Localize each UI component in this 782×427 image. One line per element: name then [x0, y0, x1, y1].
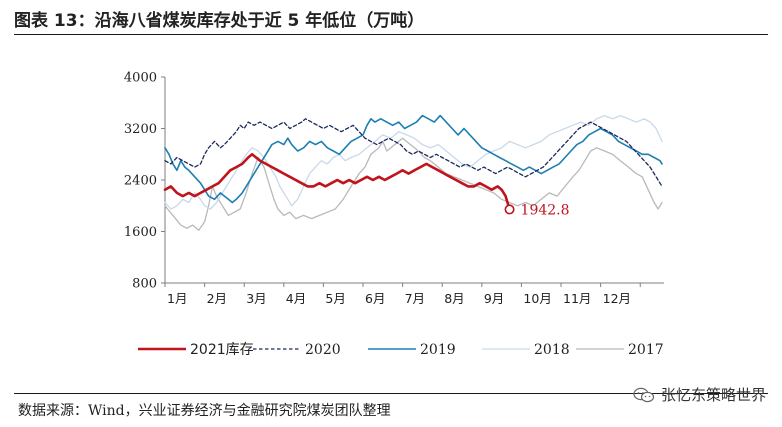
series-line-2018 [164, 114, 663, 210]
x-tick-label: 10月 [523, 291, 551, 306]
last-value-label: 1942.8 [521, 202, 570, 218]
y-tick-label: 1600 [124, 225, 157, 240]
series-line-2019 [164, 114, 663, 204]
x-tick-label: 8月 [444, 291, 464, 306]
legend-label-2021库存: 2021库存 [190, 342, 254, 358]
watermark: 张忆东策略世界 [633, 384, 766, 405]
x-tick-label: 11月 [563, 291, 591, 306]
series-line-2021库存 [163, 153, 511, 211]
x-tick-label: 4月 [286, 291, 306, 306]
chart-annotations: 1942.8 [504, 202, 570, 218]
legend-label-2017: 2017 [628, 342, 664, 358]
chart-axes: 800 1600 2400 3200 4000 1月 2月 3月 4月 5月 6月 7月 8月 9月 10月… [124, 71, 664, 306]
y-tick-label: 4000 [124, 71, 157, 86]
source-note: 数据来源：Wind，兴业证券经济与金融研究院煤炭团队整理 [18, 403, 391, 419]
series-line-2017 [164, 137, 663, 231]
x-tick-label: 9月 [484, 291, 504, 306]
chart-series-lines [163, 114, 663, 231]
x-tick-label: 12月 [603, 291, 631, 306]
title-rule [14, 34, 768, 35]
legend-label-2018: 2018 [534, 342, 570, 358]
y-tick-label: 800 [132, 277, 157, 292]
legend-label-2020: 2020 [305, 342, 341, 358]
line-chart: 800 1600 2400 3200 4000 1月 2月 3月 4月 5月 6月 7月 8月 9月 10月… [124, 71, 664, 358]
x-tick-label: 2月 [207, 291, 227, 306]
x-tick-label: 3月 [246, 291, 266, 306]
series-line-2020 [164, 118, 663, 188]
source-rule [14, 393, 768, 394]
x-tick-label: 6月 [365, 291, 385, 306]
watermark-text: 张忆东策略世界 [660, 386, 766, 404]
chart-legend: 2021库存 2020 2019 2018 2017 [138, 342, 664, 358]
last-value-marker [504, 204, 515, 215]
figure-title: 图表 13：沿海八省煤炭库存处于近 5 年低位（万吨） [14, 11, 425, 31]
y-tick-label: 2400 [124, 174, 157, 189]
wechat-icon [633, 387, 655, 402]
legend-label-2019: 2019 [420, 342, 456, 358]
x-tick-label: 1月 [167, 291, 187, 306]
x-tick-label: 7月 [405, 291, 425, 306]
y-tick-label: 3200 [124, 122, 157, 137]
x-tick-label: 5月 [325, 291, 345, 306]
